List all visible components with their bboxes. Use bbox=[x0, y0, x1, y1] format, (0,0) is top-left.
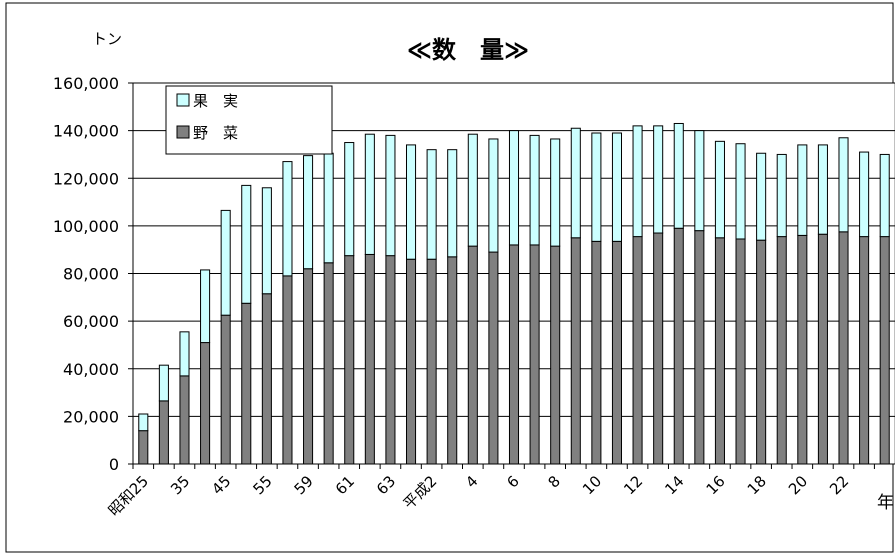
bar-fruit bbox=[859, 151, 870, 238]
bar-vegetables bbox=[859, 236, 870, 465]
y-tick-label: 60,000 bbox=[63, 312, 119, 331]
bar-vegetables bbox=[158, 400, 169, 465]
bar-fruit bbox=[591, 132, 602, 242]
y-tick-label: 160,000 bbox=[53, 74, 119, 93]
x-axis-unit-label: 年 bbox=[877, 493, 894, 513]
bar-vegetables bbox=[282, 275, 293, 465]
bar-vegetables bbox=[179, 375, 190, 465]
bar-vegetables bbox=[405, 258, 417, 465]
chart-title: ≪数 量≫ bbox=[407, 36, 529, 64]
legend-label-vegetables: 野 菜 bbox=[193, 124, 238, 142]
bar-fruit bbox=[241, 184, 252, 304]
legend: 果 実 野 菜 bbox=[165, 85, 333, 155]
bar-vegetables bbox=[776, 236, 787, 465]
bar-fruit bbox=[632, 125, 643, 238]
bar-fruit bbox=[488, 138, 499, 253]
y-tick-label: 100,000 bbox=[53, 217, 119, 236]
y-tick-labels: 0 20,000 40,000 60,000 80,000 100,000 120,000 1… bbox=[53, 74, 133, 474]
bar-vegetables bbox=[591, 240, 602, 465]
bar-fruit bbox=[405, 144, 417, 260]
bar-fruit bbox=[550, 138, 561, 247]
bar-vegetables bbox=[838, 231, 849, 465]
bar-fruit bbox=[344, 142, 355, 257]
bar-vegetables bbox=[570, 237, 581, 465]
bar-fruit bbox=[467, 133, 478, 247]
bar-fruit bbox=[364, 133, 375, 255]
bar-vegetables bbox=[735, 238, 746, 465]
bar-fruit bbox=[776, 153, 787, 238]
legend-box bbox=[165, 85, 333, 155]
bar-vegetables bbox=[673, 227, 684, 465]
bar-fruit bbox=[756, 152, 767, 241]
bar-fruit bbox=[220, 209, 231, 316]
y-tick-label: 140,000 bbox=[53, 122, 119, 141]
bar-vegetables bbox=[508, 244, 520, 465]
y-tick-label: 80,000 bbox=[63, 265, 119, 284]
bar-vegetables bbox=[261, 293, 272, 465]
bar-fruit bbox=[879, 153, 890, 238]
y-tick-label: 40,000 bbox=[63, 360, 119, 379]
legend-label-fruit: 果 実 bbox=[193, 92, 238, 110]
bar-vegetables bbox=[303, 268, 314, 465]
bar-fruit bbox=[158, 364, 169, 402]
bar-fruit bbox=[426, 149, 437, 260]
bar-vegetables bbox=[447, 256, 458, 465]
bar-vegetables bbox=[385, 255, 396, 465]
bar-fruit bbox=[447, 149, 458, 258]
bar-vegetables bbox=[323, 262, 334, 465]
bar-vegetables bbox=[550, 245, 561, 465]
bar-fruit bbox=[261, 187, 272, 295]
bar-vegetables bbox=[529, 244, 540, 465]
bar-vegetables bbox=[220, 314, 231, 465]
bar-vegetables bbox=[653, 232, 664, 465]
y-axis-unit-label: トン bbox=[92, 30, 122, 48]
bar-fruit bbox=[179, 331, 190, 377]
bar-vegetables bbox=[611, 240, 623, 465]
bar-fruit bbox=[529, 134, 540, 246]
bar-fruit bbox=[570, 127, 581, 239]
y-tick-label: 120,000 bbox=[53, 169, 119, 188]
legend-swatch-fruit bbox=[176, 93, 190, 107]
y-tick-label: 20,000 bbox=[63, 407, 119, 426]
bar-vegetables bbox=[344, 255, 355, 465]
legend-swatch-vegetables bbox=[176, 125, 190, 139]
bar-fruit bbox=[673, 122, 684, 229]
bar-fruit bbox=[817, 144, 828, 235]
bar-vegetables bbox=[241, 302, 252, 465]
bar-vegetables bbox=[694, 230, 705, 465]
bar-vegetables bbox=[879, 236, 890, 465]
bar-fruit bbox=[200, 269, 211, 344]
bar-fruit bbox=[797, 144, 808, 236]
bar-fruit bbox=[385, 134, 396, 257]
y-tick-label: 0 bbox=[109, 455, 119, 474]
bar-fruit bbox=[735, 143, 746, 240]
bar-vegetables bbox=[200, 342, 211, 465]
bar-vegetables bbox=[632, 236, 643, 465]
bar-vegetables bbox=[426, 258, 437, 465]
bar-fruit bbox=[323, 152, 334, 264]
bar-fruit bbox=[611, 132, 623, 242]
bar-vegetables bbox=[488, 251, 499, 465]
bar-vegetables bbox=[756, 239, 767, 465]
bar-fruit bbox=[303, 155, 314, 270]
bar-vegetables bbox=[714, 237, 725, 465]
bar-fruit bbox=[138, 413, 149, 432]
bar-vegetables bbox=[364, 253, 375, 465]
bar-vegetables bbox=[817, 233, 828, 465]
bar-fruit bbox=[282, 161, 293, 277]
bar-fruit bbox=[653, 125, 664, 234]
bar-vegetables bbox=[797, 234, 808, 465]
bar-vegetables bbox=[138, 430, 149, 465]
bar-vegetables bbox=[467, 245, 478, 465]
bar-fruit bbox=[508, 130, 520, 246]
bar-fruit bbox=[838, 137, 849, 233]
bar-fruit bbox=[694, 130, 705, 232]
bar-fruit bbox=[714, 140, 725, 239]
